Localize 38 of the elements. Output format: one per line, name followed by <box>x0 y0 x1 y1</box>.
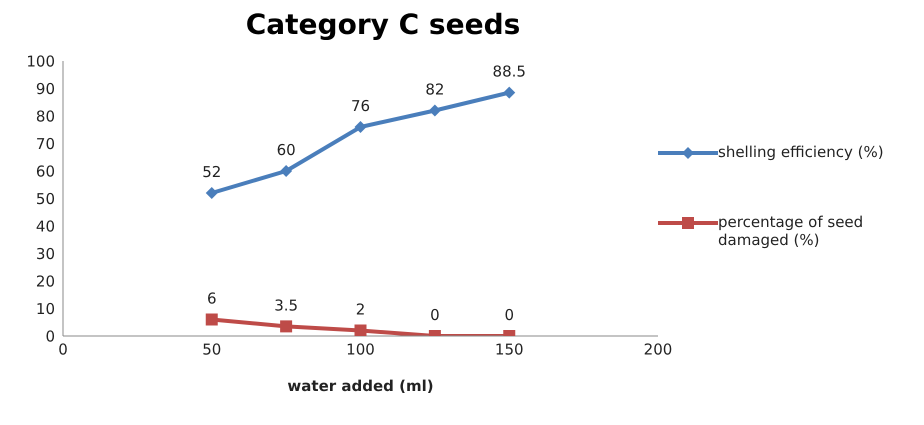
y-tick-label: 60 <box>36 162 55 180</box>
point <box>280 165 292 177</box>
x-tick-label: 0 <box>58 340 68 359</box>
x-tick-label: 200 <box>644 340 672 359</box>
x-tick-label: 100 <box>346 340 375 359</box>
data-label: 2 <box>356 300 366 318</box>
y-tick-label: 70 <box>36 134 55 153</box>
point <box>354 121 366 133</box>
data-label: 82 <box>425 80 444 98</box>
point <box>280 320 292 332</box>
point <box>503 86 516 99</box>
point <box>354 324 366 336</box>
x-tick-label: 50 <box>202 340 222 359</box>
x-axis-title: water added (ml) <box>287 377 434 395</box>
x-tick-label: 150 <box>494 340 524 359</box>
data-label: 52 <box>202 163 222 181</box>
y-tick-label: 0 <box>45 327 55 346</box>
chart-title: Category C seeds <box>244 8 522 41</box>
data-label: 60 <box>276 141 296 159</box>
y-tick-label: 90 <box>36 80 55 98</box>
y-tick-label: 20 <box>36 272 55 290</box>
y-tick-label: 40 <box>36 217 55 236</box>
y-tick-label: 50 <box>36 190 55 208</box>
data-label: 6 <box>206 290 217 308</box>
point <box>206 314 218 326</box>
legend-label: shelling efficiency (%) <box>718 143 885 161</box>
legend-label: percentage of seed damaged (%) <box>718 213 864 249</box>
point <box>428 104 441 116</box>
data-label: 88.5 <box>492 62 526 81</box>
data-label: 76 <box>350 97 370 115</box>
y-tick-label: 30 <box>36 244 55 263</box>
y-tick-label: 100 <box>26 52 55 70</box>
point <box>206 187 218 199</box>
data-label: 0 <box>504 306 514 324</box>
y-tick-label: 10 <box>36 300 55 318</box>
y-tick-label: 80 <box>36 107 55 126</box>
data-label: 0 <box>430 306 440 324</box>
data-label: 3.5 <box>274 296 298 314</box>
